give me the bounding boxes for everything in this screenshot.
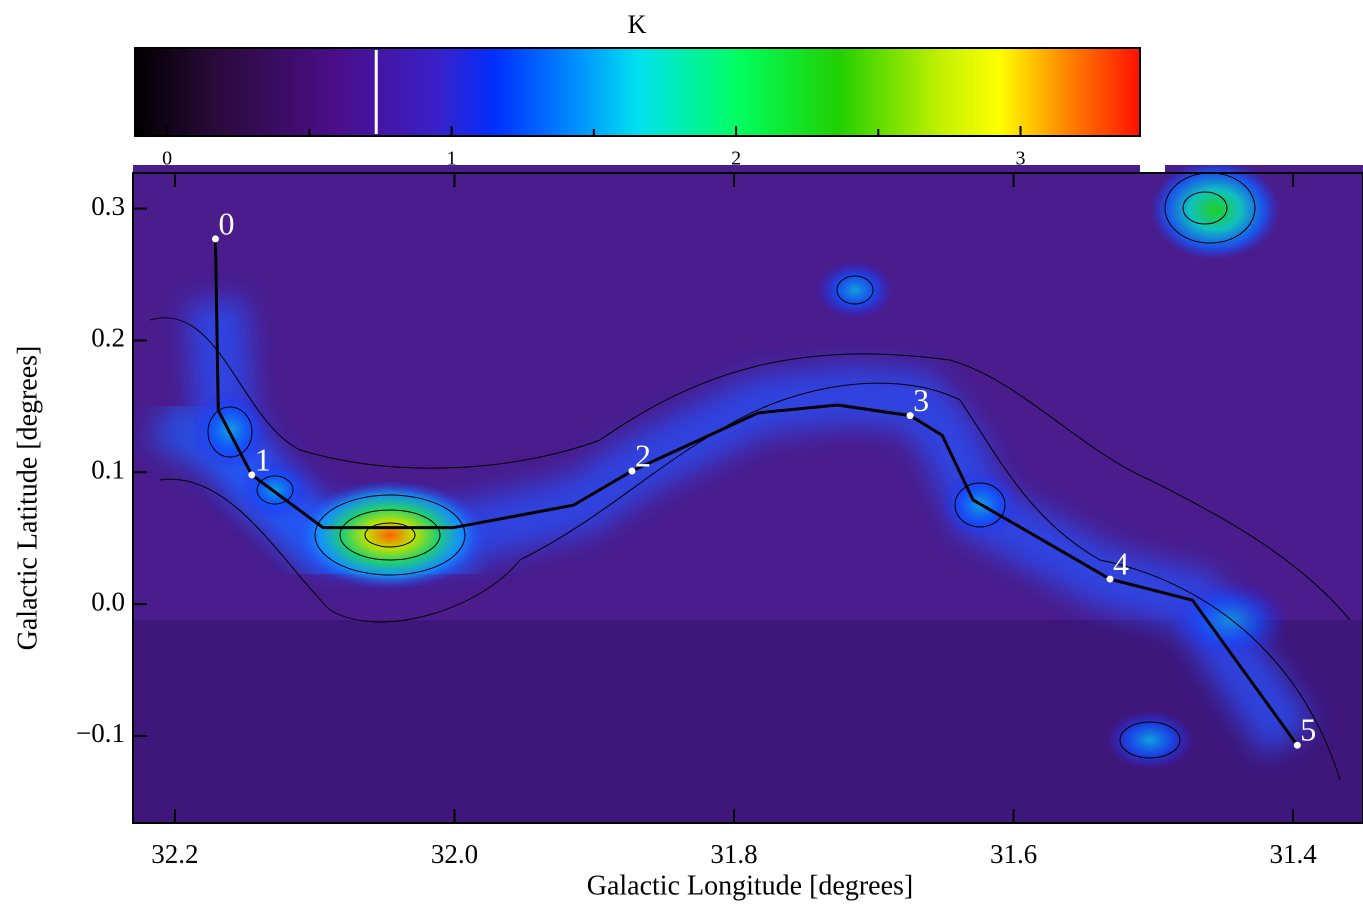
y-tick-label: 0.2 (91, 323, 125, 353)
colorbar-title: K (628, 10, 647, 39)
y-axis-label: Galactic Latitude [degrees] (12, 346, 43, 651)
y-tick-label: 0.0 (91, 586, 125, 616)
colorbar-tick-label: 1 (447, 148, 457, 170)
colorbar (134, 47, 1141, 137)
spine-point (1293, 741, 1301, 749)
spine-point (248, 471, 256, 479)
spine-line (213, 238, 1299, 747)
point-label: 2 (635, 437, 651, 473)
y-tick-label: 0.1 (91, 454, 125, 484)
point-label: 3 (913, 382, 929, 418)
colorbar-tick-label: 2 (731, 148, 741, 170)
spine-point (1106, 575, 1114, 583)
point-label: 1 (255, 441, 271, 477)
x-tick-label: 31.4 (1269, 839, 1317, 869)
x-axis-label: Galactic Longitude [degrees] (587, 870, 914, 901)
x-tick-label: 31.6 (990, 839, 1037, 869)
spine-point (211, 235, 219, 243)
point-label: 4 (1113, 545, 1129, 581)
point-label: 5 (1300, 712, 1316, 748)
map-image (133, 165, 1363, 823)
x-tick-label: 32.2 (151, 839, 198, 869)
y-tick-label: −0.1 (76, 718, 125, 748)
colorbar-tick-label: 3 (1016, 148, 1026, 170)
colorbar-tick-label: 0 (162, 148, 172, 170)
spine-point (906, 412, 914, 420)
x-tick-label: 31.8 (710, 839, 757, 869)
mask (1140, 0, 1165, 173)
x-tick-label: 32.0 (431, 839, 478, 869)
y-tick-label: 0.3 (91, 191, 125, 221)
point-label: 0 (218, 205, 234, 241)
plot-frame (132, 172, 1363, 824)
spine-point (628, 467, 636, 475)
